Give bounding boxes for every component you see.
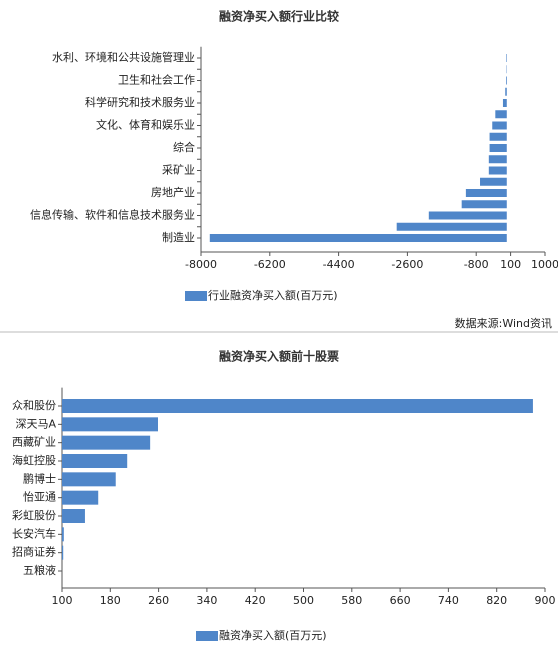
y-tick-label: 制造业 <box>162 230 195 244</box>
y-tick-label: 招商证券 <box>12 545 56 559</box>
bar <box>502 99 507 107</box>
x-tick-label: -6200 <box>254 258 286 271</box>
bar <box>62 454 128 468</box>
legend-swatch <box>196 631 218 641</box>
x-tick-label: 100 <box>500 258 521 271</box>
legend-swatch <box>185 291 207 301</box>
y-tick-label: 综合 <box>173 140 195 154</box>
chart-title: 融资净买入额行业比较 <box>219 9 339 24</box>
y-tick-label: 卫生和社会工作 <box>118 73 195 87</box>
source-note: 数据来源:Wind资讯 <box>455 316 552 330</box>
bar <box>461 200 507 209</box>
bar <box>506 54 507 62</box>
bar <box>428 211 507 220</box>
chart-title: 融资净买入额前十股票 <box>219 349 339 364</box>
bar <box>505 87 507 96</box>
legend-label: 行业融资净买入额(百万元) <box>208 288 338 302</box>
y-tick-label: 深天马A <box>15 417 56 430</box>
x-tick-label: 1000 <box>531 258 558 271</box>
x-tick-label: -8000 <box>185 258 217 271</box>
bar <box>488 155 507 164</box>
x-tick-label: 900 <box>535 594 556 607</box>
bar <box>62 490 99 505</box>
bar <box>62 399 533 413</box>
bar <box>209 234 507 242</box>
bar <box>62 472 116 487</box>
x-tick-label: -800 <box>464 258 489 271</box>
y-tick-label: 文化、体育和娱乐业 <box>96 118 195 132</box>
y-tick-label: 五粮液 <box>23 563 56 577</box>
bar <box>62 417 158 432</box>
bar <box>492 121 507 130</box>
y-tick-label: 海虹控股 <box>12 453 56 467</box>
y-tick-label: 众和股份 <box>12 399 56 412</box>
x-tick-label: -4400 <box>323 258 355 271</box>
x-tick-label: 580 <box>341 594 362 607</box>
bar <box>62 435 151 450</box>
x-tick-label: 100 <box>52 594 73 607</box>
y-tick-label: 信息传输、软件和信息技术服务业 <box>30 208 195 222</box>
y-tick-label: 怡亚通 <box>23 490 56 504</box>
bar <box>62 509 85 523</box>
bar <box>396 222 507 231</box>
y-tick-label: 彩虹股份 <box>12 509 56 522</box>
y-tick-label: 鹏博士 <box>23 472 56 485</box>
y-tick-label: 水利、环境和公共设施管理业 <box>52 50 195 64</box>
bar <box>489 144 507 152</box>
bar <box>488 166 507 175</box>
bar <box>506 76 507 85</box>
x-tick-label: 340 <box>196 594 217 607</box>
x-tick-label: 500 <box>293 594 314 607</box>
bar <box>480 177 507 186</box>
x-tick-label: 180 <box>100 594 121 607</box>
bar <box>465 189 507 197</box>
x-tick-label: 740 <box>438 594 459 607</box>
y-tick-label: 西藏矿业 <box>12 436 56 449</box>
legend-label: 融资净买入额(百万元) <box>219 628 327 642</box>
x-tick-label: 660 <box>390 594 411 607</box>
bar <box>62 527 64 542</box>
x-tick-label: 820 <box>486 594 507 607</box>
y-tick-label: 科学研究和技术服务业 <box>85 95 195 109</box>
y-tick-label: 长安汽车 <box>12 526 56 540</box>
y-tick-label: 房地产业 <box>151 185 195 199</box>
x-tick-label: -2600 <box>391 258 423 271</box>
bar <box>62 545 64 560</box>
bar <box>495 110 507 119</box>
x-tick-label: 420 <box>245 594 266 607</box>
y-tick-label: 采矿业 <box>162 164 195 177</box>
x-tick-label: 260 <box>148 594 169 607</box>
bar <box>489 132 507 141</box>
